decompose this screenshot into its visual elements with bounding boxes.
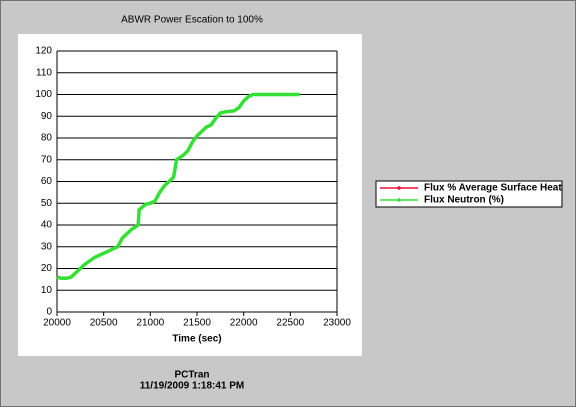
y-tick-label: 70 <box>41 154 53 165</box>
x-tick-label: 22500 <box>276 318 304 329</box>
plot-panel <box>18 34 362 356</box>
y-tick-label: 0 <box>46 307 52 318</box>
y-tick-label: 40 <box>41 220 53 231</box>
x-axis-label: Time (sec) <box>172 334 221 345</box>
y-tick-label: 10 <box>41 285 53 296</box>
x-tick-label: 20000 <box>43 318 71 329</box>
y-tick-label: 120 <box>35 46 52 57</box>
legend-label: Flux Neutron (%) <box>424 195 504 206</box>
y-tick-label: 80 <box>41 133 53 144</box>
y-tick-label: 90 <box>41 111 53 122</box>
x-tick-label: 20500 <box>90 318 118 329</box>
series-line <box>56 92 300 281</box>
legend <box>375 180 563 208</box>
chart-title: ABWR Power Escation to 100% <box>121 15 263 26</box>
legend-marker <box>397 198 401 202</box>
x-tick-label: 21500 <box>183 318 211 329</box>
y-tick-label: 50 <box>41 198 53 209</box>
y-tick-label: 110 <box>36 67 52 78</box>
footer-line: 11/19/2009 1:18:41 PM <box>140 381 245 392</box>
x-tick-label: 23000 <box>323 318 351 329</box>
legend-marker <box>397 186 401 190</box>
x-tick-label: 22000 <box>230 318 258 329</box>
legend-label: Flux % Average Surface Heat <box>424 183 562 194</box>
y-tick-label: 100 <box>35 89 52 100</box>
footer-line: PCTran <box>174 370 209 381</box>
y-tick-label: 30 <box>41 241 53 252</box>
x-tick-label: 21000 <box>136 318 164 329</box>
y-tick-label: 60 <box>41 176 53 187</box>
y-tick-label: 20 <box>41 263 53 274</box>
